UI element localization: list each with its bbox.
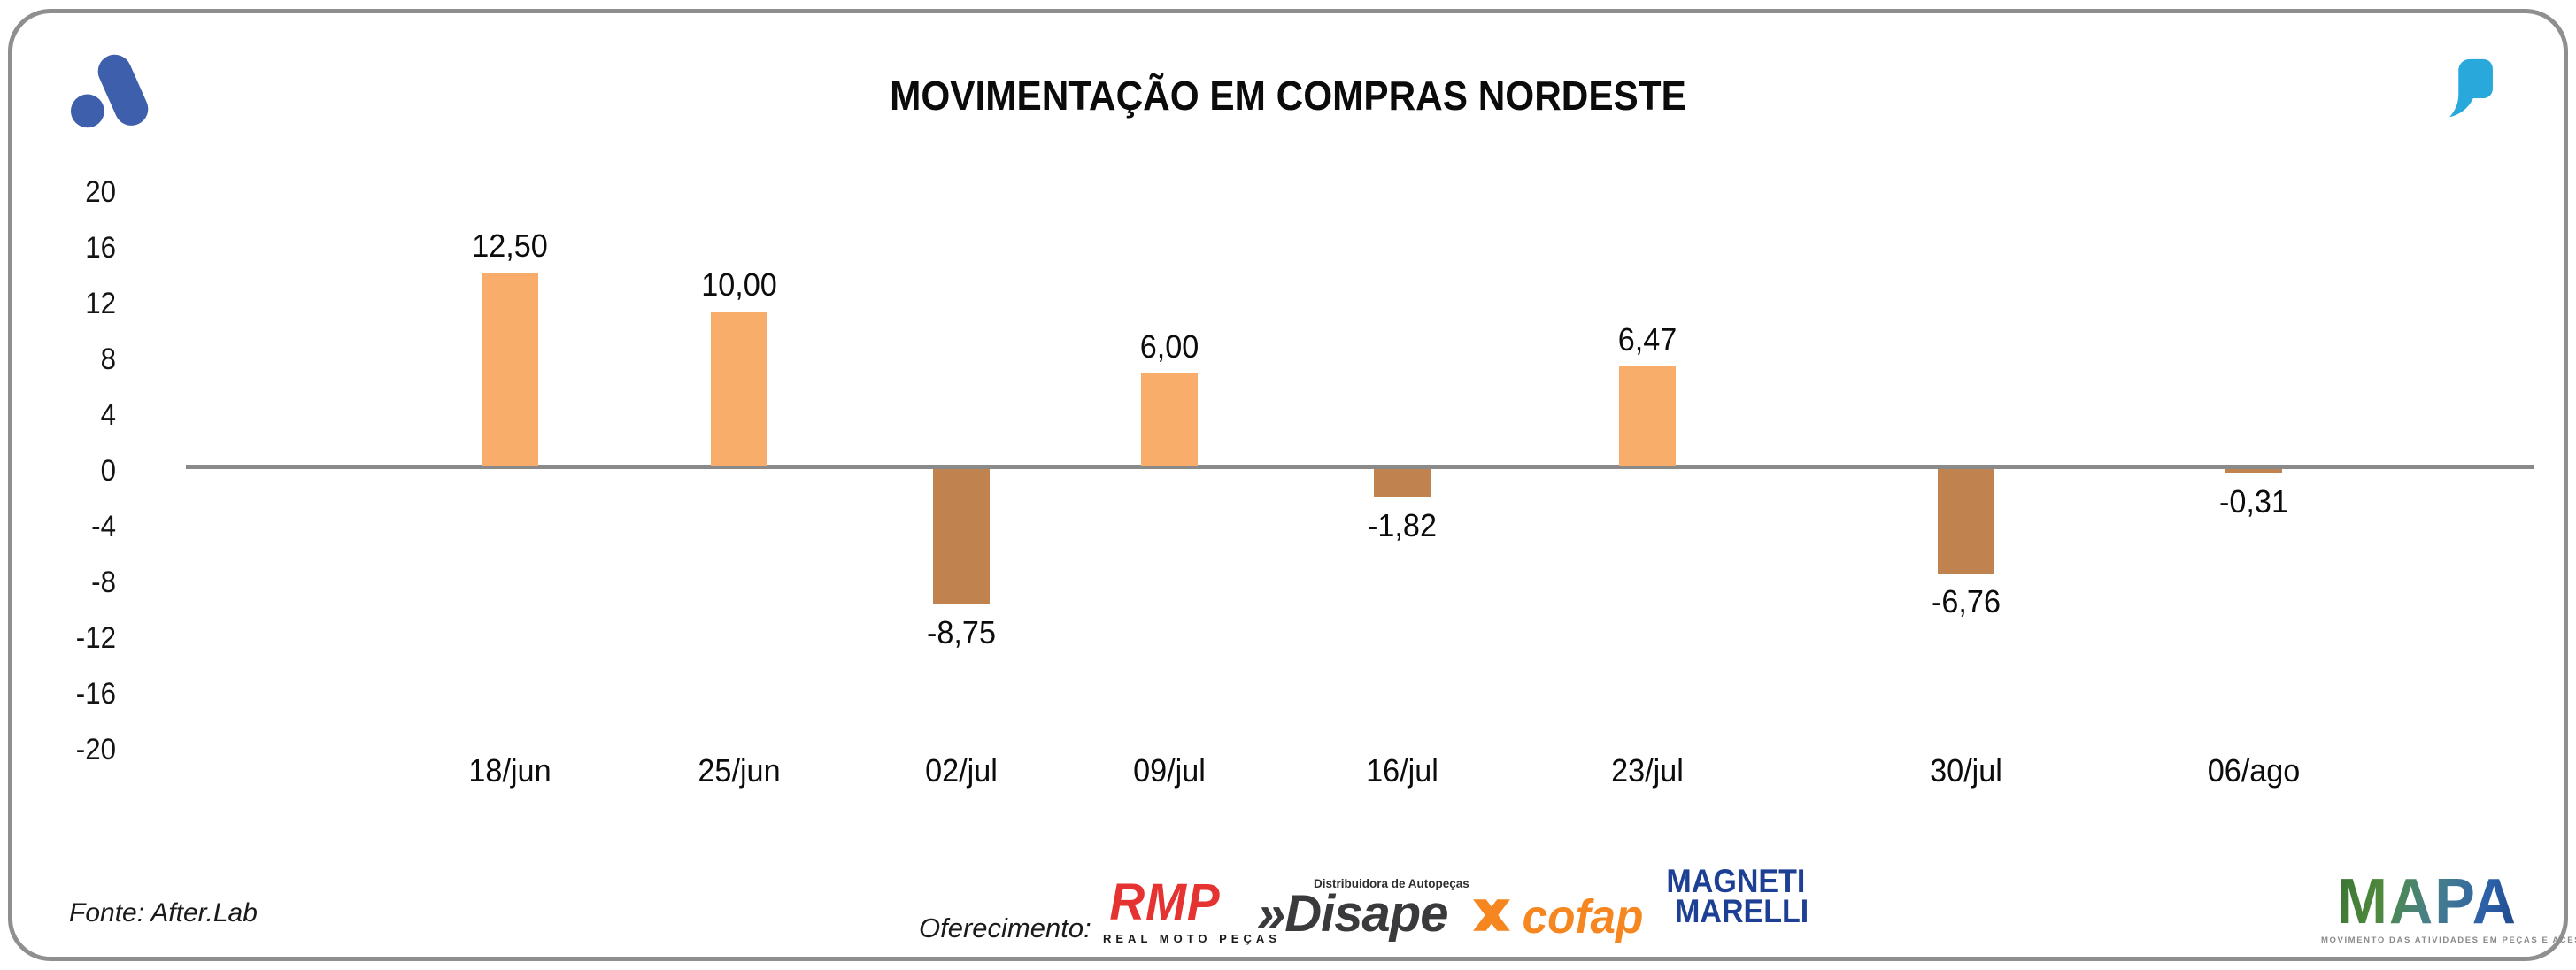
y-tick-label: -12 [75, 621, 116, 655]
x-tick-label: 30/jul [1930, 752, 2002, 789]
mapa-wordmark: MAPA [2326, 870, 2528, 934]
magneti-marelli-logo: MAGNETI MARELLI [1661, 863, 1809, 930]
y-tick-label: -16 [75, 677, 116, 711]
bar-value-label: 10,00 [701, 266, 777, 303]
bar [2225, 469, 2282, 474]
x-tick-label: 09/jul [1133, 752, 1206, 789]
y-tick-label: 4 [100, 398, 116, 432]
bar-value-label: -8,75 [927, 614, 996, 651]
y-tick-label: 0 [100, 454, 116, 488]
bar [711, 312, 767, 466]
quote-mark-icon [2449, 58, 2495, 119]
magneti-line1: MAGNETI [1666, 863, 1806, 899]
disape-tagline: Distribuidora de Autopeças [1314, 877, 1469, 890]
y-tick-label: -8 [91, 566, 116, 599]
bar [933, 469, 990, 605]
y-tick-label: -20 [75, 733, 116, 766]
bar [1938, 469, 1994, 574]
y-tick-label: 20 [85, 175, 116, 209]
afterlab-logo-icon [69, 50, 154, 132]
bar-value-label: -6,76 [1932, 583, 2001, 620]
chart-card: MOVIMENTAÇÃO EM COMPRAS NORDESTE 20 16 12 8… [8, 9, 2576, 961]
bar-value-label: -0,31 [2219, 483, 2288, 520]
mapa-logo: MAPA MOVIMENTO DAS ATIVIDADES EM PEÇAS E… [2321, 870, 2576, 945]
x-tick-label: 18/jun [468, 752, 551, 789]
sponsor-label: Oferecimento: [919, 912, 1091, 943]
bar-value-label: 6,00 [1139, 328, 1199, 365]
cofap-logo: cofap [1471, 890, 1647, 943]
y-tick-label: 8 [100, 343, 116, 376]
rmp-wordmark: RMP [1109, 874, 1221, 931]
bar-value-label: 6,47 [1617, 320, 1677, 358]
rmp-tagline: REAL MOTO PEÇAS [1103, 932, 1281, 945]
bar-value-label: 12,50 [472, 227, 548, 265]
plot-area: 20 16 12 8 4 0 -4 -8 -12 -16 -20 12,50 18/jun 10,00 25… [12, 13, 2564, 957]
source-note: Fonte: After.Lab [69, 898, 258, 928]
bar-value-label: -1,82 [1368, 506, 1437, 543]
x-tick-label: 23/jul [1611, 752, 1684, 789]
bar [1374, 469, 1431, 497]
disape-wordmark: »Disape [1257, 885, 1448, 943]
cofap-x-icon [1471, 898, 1512, 935]
chart-title: MOVIMENTAÇÃO EM COMPRAS NORDESTE [890, 73, 1686, 119]
y-tick-label: -4 [91, 510, 116, 543]
rmp-logo: RMP REAL MOTO PEÇAS [1103, 874, 1281, 946]
y-tick-label: 12 [85, 287, 116, 320]
bar [482, 273, 538, 466]
disape-logo: Distribuidora de Autopeças »Disape [1257, 877, 1469, 943]
x-tick-label: 25/jun [698, 752, 781, 789]
magneti-line2: MARELLI [1675, 893, 1809, 930]
x-tick-label: 16/jul [1366, 752, 1438, 789]
y-tick-label: 16 [85, 231, 116, 265]
x-axis-line [186, 465, 2534, 469]
cofap-wordmark: cofap [1522, 890, 1644, 943]
disape-chevrons-icon: » [1257, 885, 1285, 943]
bar [1141, 373, 1198, 466]
mapa-tagline: MOVIMENTO DAS ATIVIDADES EM PEÇAS E ACES… [2321, 935, 2576, 945]
x-tick-label: 06/ago [2207, 752, 2301, 789]
x-tick-label: 02/jul [925, 752, 998, 789]
bar [1619, 366, 1676, 466]
